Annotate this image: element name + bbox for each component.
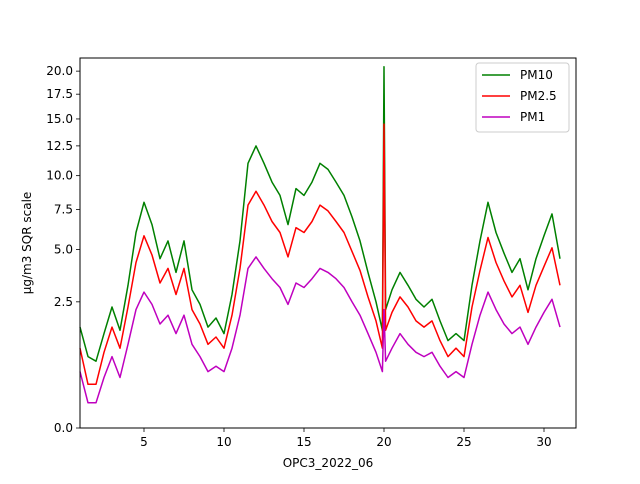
x-axis-ticks: 5 10 15 20 25 30 (140, 428, 552, 449)
legend-label: PM1 (520, 110, 545, 124)
y-tick-label: 0.0 (54, 421, 73, 435)
legend-label: PM10 (520, 68, 553, 82)
y-tick-label: 5.0 (54, 243, 73, 257)
y-axis-label: µg/m3 SQR scale (20, 192, 34, 295)
y-axis-ticks: 0.0 2.5 5.0 7.5 10.0 12.5 15.0 17.5 20.0 (46, 64, 80, 435)
y-tick-label: 2.5 (54, 295, 73, 309)
x-axis-label: OPC3_2022_06 (283, 456, 374, 470)
x-tick-label: 5 (140, 435, 148, 449)
x-tick-label: 10 (216, 435, 231, 449)
series-line-pm25 (79, 123, 561, 386)
x-tick-label: 15 (296, 435, 311, 449)
y-tick-label: 17.5 (46, 87, 73, 101)
plot-frame (79, 57, 577, 429)
y-tick-label: 7.5 (54, 202, 73, 216)
x-tick-label: 25 (456, 435, 471, 449)
legend-box (475, 62, 570, 133)
y-tick-label: 12.5 (46, 139, 73, 153)
legend-label: PM2.5 (520, 89, 557, 103)
legend: PM10 PM2.5 PM1 (475, 62, 570, 133)
series-layer (79, 65, 561, 404)
y-tick-label: 15.0 (46, 112, 73, 126)
x-tick-label: 20 (376, 435, 391, 449)
series-line-pm1 (79, 256, 561, 404)
y-tick-label: 10.0 (46, 169, 73, 183)
y-tick-label: 20.0 (46, 64, 73, 78)
series-line-pm10 (79, 65, 561, 362)
x-tick-label: 30 (536, 435, 551, 449)
